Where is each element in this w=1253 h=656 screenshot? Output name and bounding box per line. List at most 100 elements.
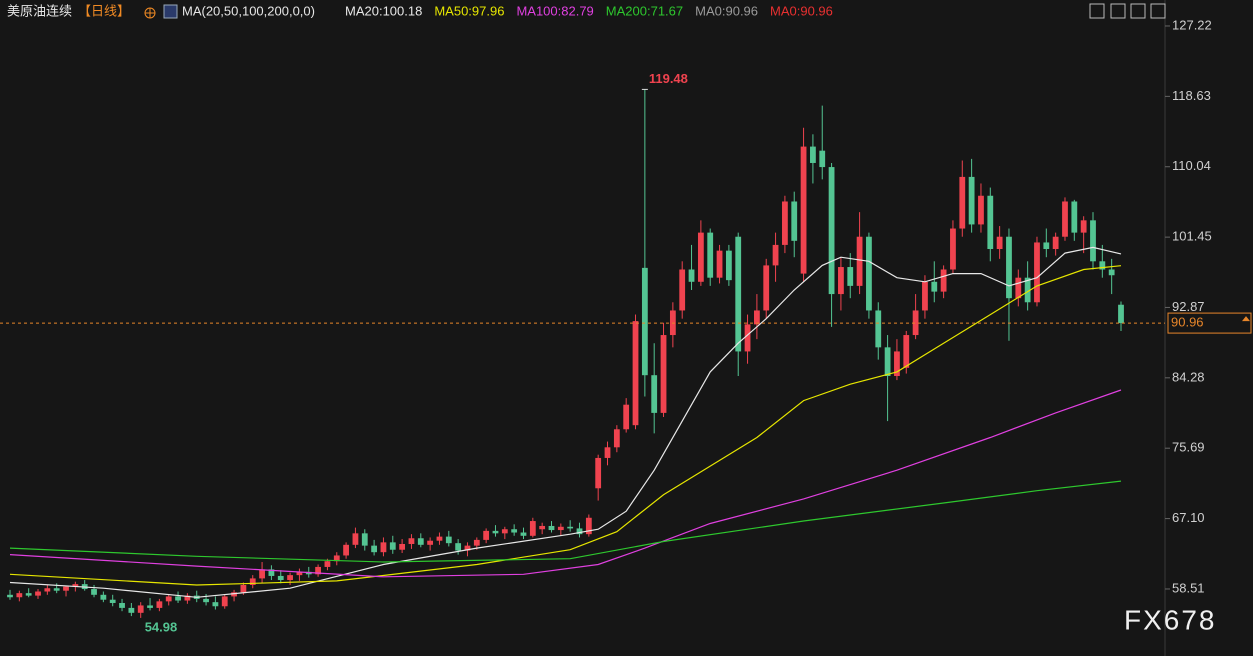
- last-price-arrow: [1242, 316, 1250, 322]
- candle-body: [912, 310, 919, 336]
- low-label: 54.98: [145, 619, 178, 634]
- candles: [7, 89, 1124, 618]
- candle-body: [175, 596, 181, 601]
- candle-body: [1043, 242, 1050, 250]
- candle-body: [53, 588, 60, 591]
- candle-body: [445, 536, 452, 544]
- candle-body: [501, 529, 508, 534]
- y-tick-label: 118.63: [1172, 88, 1211, 103]
- candle-body: [277, 575, 284, 581]
- legend-entry: MA100:82.79: [516, 3, 593, 18]
- tool-button[interactable]: [1130, 3, 1146, 19]
- candle-body: [44, 588, 51, 592]
- candle-body: [856, 236, 863, 286]
- candle-body: [539, 525, 546, 530]
- last-price-box: [1167, 312, 1252, 334]
- candle-body: [651, 375, 658, 413]
- ma-line: [9, 265, 1122, 586]
- candle-body: [959, 176, 966, 229]
- period-label[interactable]: 【日线】: [78, 3, 130, 18]
- candle-body: [753, 310, 760, 325]
- candle-body: [109, 599, 116, 603]
- candle-body: [585, 517, 592, 535]
- y-tick-label: 110.04: [1172, 158, 1211, 173]
- last-price-label: 90.96: [1171, 315, 1204, 330]
- candle-body: [950, 228, 956, 270]
- tool-button[interactable]: [1110, 3, 1126, 19]
- candle-body: [511, 529, 518, 533]
- candle-body: [417, 538, 424, 545]
- candle-body: [567, 526, 574, 529]
- candle-body: [1034, 242, 1040, 303]
- candle-body: [866, 236, 872, 311]
- candle-body: [389, 542, 396, 550]
- candle-body: [371, 545, 378, 553]
- chart-title: 美原油连续: [7, 3, 72, 18]
- candle-body: [473, 539, 480, 546]
- candle-body: [800, 146, 807, 274]
- candle-body: [894, 351, 900, 377]
- candle-body: [576, 528, 583, 535]
- candle-body: [725, 250, 732, 281]
- candle-body: [548, 525, 555, 531]
- candle-body: [427, 540, 434, 545]
- candle-body: [613, 429, 620, 448]
- y-tick-label: 75.69: [1172, 440, 1205, 455]
- candle-body: [324, 561, 331, 567]
- candle-body: [697, 232, 704, 282]
- candle-body: [128, 607, 135, 613]
- candle-body: [7, 594, 13, 598]
- candle-body: [137, 605, 144, 613]
- candle-body: [847, 267, 854, 286]
- candle-body: [1118, 304, 1124, 324]
- candle-body: [63, 586, 69, 591]
- candle-body: [1006, 236, 1012, 299]
- candle-body: [632, 321, 639, 426]
- legend-entry: MA20:100.18: [345, 3, 422, 18]
- candle-body: [16, 593, 23, 598]
- candle-body: [922, 281, 928, 311]
- ma-line: [9, 246, 1122, 598]
- candle-body: [987, 195, 994, 250]
- candle-body: [996, 236, 1003, 250]
- indicator-icon[interactable]: [163, 4, 178, 19]
- candle-body: [716, 250, 723, 278]
- candle-body: [147, 605, 153, 608]
- candle-body: [35, 591, 41, 596]
- candle-body: [978, 195, 984, 225]
- candle-body: [1024, 277, 1031, 303]
- candle-body: [249, 578, 256, 585]
- legend-entry: MA50:97.96: [434, 3, 504, 18]
- candle-body: [268, 569, 275, 576]
- candle-body: [1090, 220, 1096, 262]
- candle-body: [483, 530, 490, 540]
- candle-body: [782, 201, 788, 245]
- candle-body: [772, 244, 779, 266]
- candle-body: [1052, 236, 1059, 250]
- candle-body: [623, 404, 630, 430]
- tool-button[interactable]: [1089, 3, 1105, 19]
- candle-body: [455, 543, 462, 551]
- candle-body: [100, 594, 107, 600]
- y-tick-label: 101.45: [1172, 229, 1212, 244]
- legend-entry: MA0:90.96: [770, 3, 833, 18]
- candle-body: [1080, 220, 1087, 233]
- tool-button[interactable]: [1150, 3, 1166, 19]
- indicator-label[interactable]: MA(20,50,100,200,0,0): [182, 3, 315, 18]
- y-tick-label: 127.22: [1172, 17, 1212, 32]
- candle-body: [875, 310, 882, 348]
- candle-body: [819, 150, 826, 168]
- candle-body: [203, 598, 209, 603]
- ma-line: [9, 480, 1122, 563]
- candle-body: [763, 265, 770, 311]
- candle-body: [399, 543, 406, 550]
- legend-entry: MA200:71.67: [606, 3, 683, 18]
- candle-body: [940, 269, 947, 292]
- candle-body: [1108, 269, 1115, 276]
- candle-body: [296, 571, 303, 576]
- watermark: FX678: [1124, 604, 1217, 635]
- candle-body: [212, 602, 219, 607]
- candle-body: [604, 447, 611, 458]
